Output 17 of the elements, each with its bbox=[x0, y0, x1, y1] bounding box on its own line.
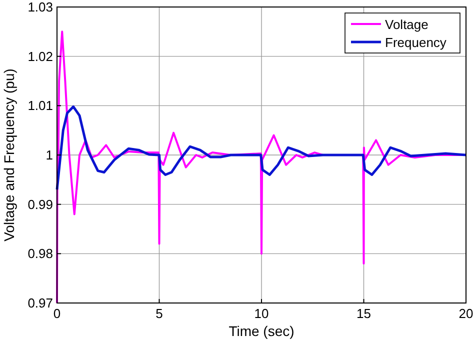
y-tick-label: 0.99 bbox=[28, 196, 53, 212]
x-tick-label: 10 bbox=[254, 306, 269, 321]
y-tick-label: 0.97 bbox=[28, 296, 53, 310]
x-tick-label: 5 bbox=[156, 306, 163, 321]
y-tick-label: 1 bbox=[46, 148, 53, 162]
x-tick-label: 0 bbox=[53, 306, 61, 321]
x-axis-title: Time (sec) bbox=[228, 323, 294, 339]
y-axis-title: Voltage and Frequency (pu) bbox=[1, 68, 17, 242]
y-tick-label: 1.01 bbox=[28, 98, 53, 114]
y-tick-label: 0.98 bbox=[28, 246, 53, 262]
legend-label: Frequency bbox=[385, 35, 447, 50]
y-tick-label: 1.03 bbox=[28, 0, 53, 14]
legend-label: Voltage bbox=[385, 17, 428, 32]
y-tick-label: 1.02 bbox=[28, 48, 53, 64]
line-series bbox=[56, 105, 468, 191]
x-tick-label: 15 bbox=[356, 306, 371, 321]
x-tick-label: 20 bbox=[458, 306, 474, 321]
